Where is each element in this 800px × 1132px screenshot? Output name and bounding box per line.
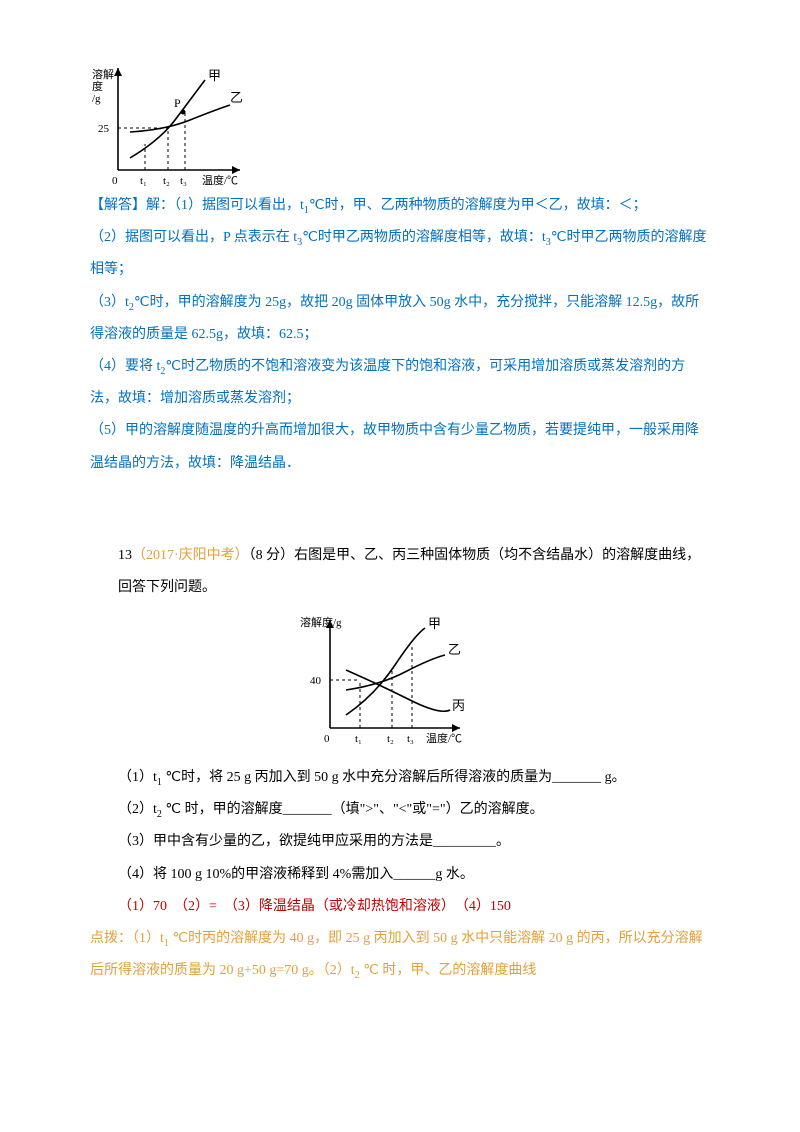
p3: （3）甲中含有少量的乙，欲提纯甲应采用的方法是_________。: [118, 834, 510, 849]
solution-p3: （3）t2℃时，甲的溶解度为 25g，故把 20g 固体甲放入 50g 水中，充…: [90, 287, 710, 351]
sol-p1b: ℃时，甲、乙两种物质的溶解度为甲＜乙，故填：＜；: [309, 198, 647, 213]
solution-p5: （5）甲的溶解度随温度的升高而增加很大，故甲物质中含有少量乙物质，若要提纯甲，一…: [90, 415, 710, 479]
answers: （1）70 （2）= （3）降温结晶（或冷却热饱和溶液） （4）150: [118, 891, 710, 923]
solubility-graph-1: 溶解 度 /g 25 0 t₁ t₂ t₃ 温度/℃ 甲 乙 P: [90, 60, 250, 190]
sol-p3a: （3）t: [90, 295, 129, 310]
sol-p2b: ℃时甲乙两物质的溶解度相等，故填：t: [302, 230, 546, 245]
part-3: （3）甲中含有少量的乙，欲提纯甲应采用的方法是_________。: [118, 826, 710, 858]
g2-zero: 0: [324, 733, 330, 745]
part-4: （4）将 100 g 10%的甲溶液稀释到 4%需加入______g 水。: [118, 859, 710, 891]
g1-ylabel-a: 溶解: [92, 67, 114, 81]
g1-xlabel: 温度/℃: [202, 173, 238, 187]
part-2: （2）t2 ℃ 时，甲的溶解度_______（填">"、"<"或"="）乙的溶解…: [118, 794, 710, 826]
sol-head: 【解答】: [90, 198, 146, 213]
p2b: ℃ 时，甲的溶解度_______（填">"、"<"或"="）乙的溶解度。: [162, 802, 544, 817]
hint-label: 点拨：: [90, 931, 132, 946]
sol-p4a: （4）要将 t: [90, 359, 160, 374]
spacer: [90, 480, 710, 540]
p4: （4）将 100 g 10%的甲溶液稀释到 4%需加入______g 水。: [118, 867, 474, 882]
g1-zero: 0: [112, 175, 118, 187]
sol-p4b: ℃时乙物质的不饱和溶液变为该温度下的饱和溶液，可采用增加溶质或蒸发溶剂的方法，故…: [90, 359, 685, 406]
g1-ytick: 25: [98, 123, 110, 135]
g1-t3: t₃: [180, 175, 187, 187]
g2-jia: 甲: [428, 616, 441, 631]
graph1-svg: 溶解 度 /g 25 0 t₁ t₂ t₃ 温度/℃ 甲 乙 P: [90, 60, 250, 190]
sol-p2a: （2）据图可以看出，P 点表示在 t: [90, 230, 297, 245]
solution-p4: （4）要将 t2℃时乙物质的不饱和溶液变为该温度下的饱和溶液，可采用增加溶质或蒸…: [90, 351, 710, 415]
g1-yi: 乙: [230, 90, 243, 105]
g2-ytick: 40: [310, 675, 322, 687]
hint: 点拨：（1）t1 ℃时丙的溶解度为 40 g，即 25 g 丙加入到 50 g …: [90, 923, 710, 987]
g2-xlabel: 温度/℃: [426, 731, 462, 745]
hint-t1c: ℃ 时，甲、乙的溶解度曲线: [360, 963, 537, 978]
sol-p5: （5）甲的溶解度随温度的升高而增加很大，故甲物质中含有少量乙物质，若要提纯甲，一…: [90, 423, 699, 470]
g1-jia: 甲: [208, 68, 221, 83]
part-1: （1）t1 ℃时，将 25 g 丙加入到 50 g 水中充分溶解后所得溶液的质量…: [118, 762, 710, 794]
g1-t2: t₂: [163, 175, 170, 187]
sol-p3b: ℃时，甲的溶解度为 25g，故把 20g 固体甲放入 50g 水中，充分搅拌，只…: [90, 295, 699, 342]
g2-t1: t₁: [355, 733, 362, 745]
hint-t1a: （1）t: [132, 931, 164, 946]
graph2-svg: 溶解度/g 40 0 t₁ t₂ t₃ 温度/℃ 甲 乙 丙: [300, 610, 470, 750]
p1a: （1）t: [118, 770, 157, 785]
g1-ylabel-c: /g: [92, 93, 101, 105]
q13-stem: 13（2017·庆阳中考）（8 分）右图是甲、乙、丙三种固体物质（均不含结晶水）…: [118, 540, 710, 604]
g1-t1: t₁: [140, 175, 147, 187]
q13-num: 13: [118, 548, 132, 563]
g2-bing: 丙: [452, 698, 465, 713]
g1-ylabel-b: 度: [92, 79, 103, 93]
sol-p1a: 解：（1）据图可以看出，t: [146, 198, 304, 213]
solubility-graph-2: 溶解度/g 40 0 t₁ t₂ t₃ 温度/℃ 甲 乙 丙: [300, 610, 470, 750]
q13-src: （2017·庆阳中考）: [132, 548, 249, 563]
solution-p2: （2）据图可以看出，P 点表示在 t3℃时甲乙两物质的溶解度相等，故填：t3℃时…: [90, 222, 710, 286]
document-page: 溶解 度 /g 25 0 t₁ t₂ t₃ 温度/℃ 甲 乙 P 【解答】解：（…: [0, 0, 800, 1132]
g2-t3: t₃: [407, 733, 414, 745]
p1b: ℃时，将 25 g 丙加入到 50 g 水中充分溶解后所得溶液的质量为_____…: [162, 770, 626, 785]
g1-p: P: [174, 96, 181, 110]
g2-yi: 乙: [448, 642, 461, 657]
g2-ylabel: 溶解度/g: [300, 615, 342, 629]
p2a: （2）t: [118, 802, 157, 817]
g2-t2: t₂: [387, 733, 394, 745]
solution-p1: 【解答】解：（1）据图可以看出，t1℃时，甲、乙两种物质的溶解度为甲＜乙，故填：…: [90, 190, 710, 222]
